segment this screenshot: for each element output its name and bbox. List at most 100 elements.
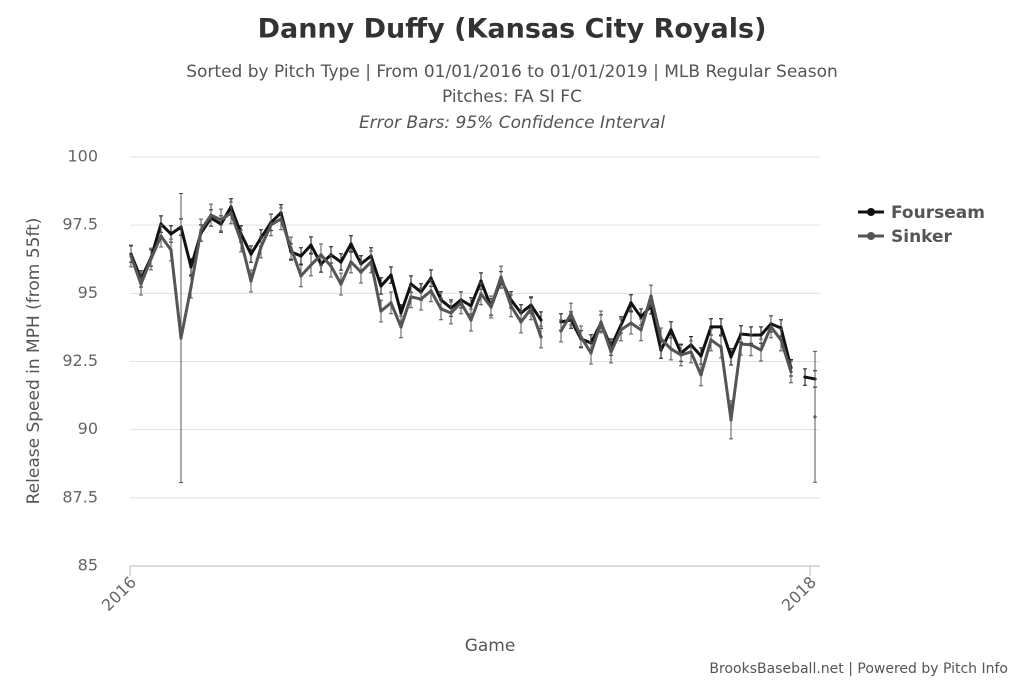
point [179, 336, 183, 340]
y-tick-label: 100 [67, 147, 98, 166]
point [499, 275, 503, 279]
point [349, 260, 353, 264]
point [479, 279, 483, 283]
point [569, 312, 573, 316]
point [259, 245, 263, 249]
point [239, 239, 243, 243]
point [339, 260, 343, 264]
point [759, 333, 763, 337]
point [609, 350, 613, 354]
x-axis-label: Game [465, 636, 516, 656]
point [509, 304, 513, 308]
point [813, 415, 817, 419]
point [289, 246, 293, 250]
point [539, 318, 543, 322]
legend-label: Fourseam [891, 203, 985, 223]
point [749, 343, 753, 347]
point [169, 232, 173, 236]
point [359, 270, 363, 274]
point [619, 328, 623, 332]
point [459, 301, 463, 305]
point [429, 276, 433, 280]
x-tick-label: 2016 [98, 573, 140, 615]
subtitle: Sorted by Pitch Type | From 01/01/2016 t… [186, 62, 838, 82]
point [349, 242, 353, 246]
point [639, 315, 643, 319]
point [159, 234, 163, 238]
point [579, 335, 583, 339]
point [139, 282, 143, 286]
point [479, 292, 483, 296]
point [409, 282, 413, 286]
point [399, 325, 403, 329]
point [699, 354, 703, 358]
point [629, 321, 633, 325]
point [659, 337, 663, 341]
point [189, 265, 193, 269]
y-tick-label: 90 [78, 419, 98, 438]
point [279, 217, 283, 221]
point [129, 254, 133, 258]
point [669, 347, 673, 351]
subtitle: Pitches: FA SI FC [442, 87, 582, 107]
point [379, 284, 383, 288]
point [309, 263, 313, 267]
y-tick-label: 87.5 [62, 487, 98, 506]
point [519, 320, 523, 324]
point [649, 294, 653, 298]
point [589, 351, 593, 355]
point [189, 285, 193, 289]
point [249, 279, 253, 283]
legend-marker [867, 208, 875, 216]
point [489, 305, 493, 309]
y-tick-label: 85 [78, 556, 98, 575]
point [389, 301, 393, 305]
point [779, 338, 783, 342]
point [803, 375, 807, 379]
point [249, 252, 253, 256]
point [559, 329, 563, 333]
point [449, 311, 453, 315]
y-axis-label: Release Speed in MPH (from 55ft) [24, 218, 44, 505]
y-tick-label: 95 [78, 283, 98, 302]
point [769, 325, 773, 329]
series-line [129, 211, 543, 340]
point [199, 228, 203, 232]
point [719, 345, 723, 349]
point [419, 297, 423, 301]
y-tick-label: 92.5 [62, 351, 98, 370]
point [439, 307, 443, 311]
point [379, 309, 383, 313]
point [599, 320, 603, 324]
point [309, 243, 313, 247]
point [299, 274, 303, 278]
y-tick-label: 97.5 [62, 215, 98, 234]
point [719, 325, 723, 329]
point [339, 282, 343, 286]
point [389, 273, 393, 277]
legend-label: Sinker [891, 227, 953, 247]
point [369, 260, 373, 264]
point [789, 370, 793, 374]
point [169, 248, 173, 252]
point [209, 213, 213, 217]
legend-marker [867, 232, 875, 240]
point [469, 318, 473, 322]
point [299, 254, 303, 258]
point [319, 253, 323, 257]
x-tick-label: 2018 [778, 573, 820, 615]
point [229, 211, 233, 215]
point [529, 307, 533, 311]
point [149, 257, 153, 261]
point [729, 418, 733, 422]
point [709, 325, 713, 329]
series-line [559, 294, 793, 422]
point [729, 355, 733, 359]
point [639, 328, 643, 332]
point [709, 338, 713, 342]
note: Error Bars: 95% Confidence Interval [359, 113, 665, 133]
point [539, 335, 543, 339]
series-line [129, 205, 543, 321]
point [429, 289, 433, 293]
